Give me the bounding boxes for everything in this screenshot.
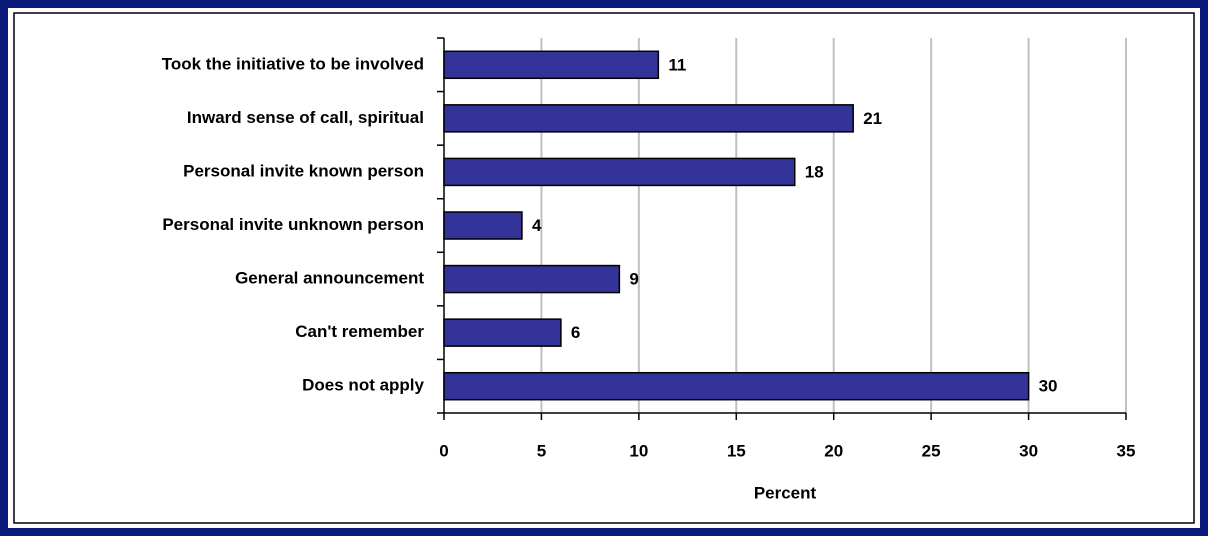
value-label: 4 <box>532 216 542 235</box>
y-tick-label: Personal invite unknown person <box>162 215 424 234</box>
value-label: 9 <box>629 270 638 289</box>
y-tick-label: Can't remember <box>295 322 424 341</box>
bar <box>443 157 796 187</box>
value-label: 11 <box>668 55 686 74</box>
x-axis-label: Percent <box>754 483 817 502</box>
bar <box>443 264 621 294</box>
bar <box>443 371 1030 401</box>
x-tick-label: 0 <box>439 441 448 460</box>
y-tick-label: Took the initiative to be involved <box>162 54 424 73</box>
bar <box>443 318 562 347</box>
x-tick-label: 25 <box>922 441 941 460</box>
y-tick-label: Inward sense of call, spiritual <box>187 108 424 127</box>
value-label: 6 <box>571 323 580 342</box>
y-tick-label: General announcement <box>235 269 424 288</box>
bar <box>443 50 660 80</box>
value-label: 21 <box>863 109 882 128</box>
x-tick-label: 35 <box>1117 441 1136 460</box>
bar <box>443 211 523 240</box>
value-label: 18 <box>805 162 824 181</box>
x-tick-label: 5 <box>537 441 546 460</box>
bar <box>443 104 854 133</box>
frame <box>13 12 1195 524</box>
x-tick-label: 15 <box>727 441 746 460</box>
y-tick-label: Personal invite known person <box>183 161 424 180</box>
x-tick-label: 30 <box>1019 441 1038 460</box>
value-label: 30 <box>1039 377 1058 396</box>
x-tick-label: 10 <box>629 441 648 460</box>
y-tick-label: Does not apply <box>302 376 424 395</box>
x-tick-label: 20 <box>824 441 843 460</box>
